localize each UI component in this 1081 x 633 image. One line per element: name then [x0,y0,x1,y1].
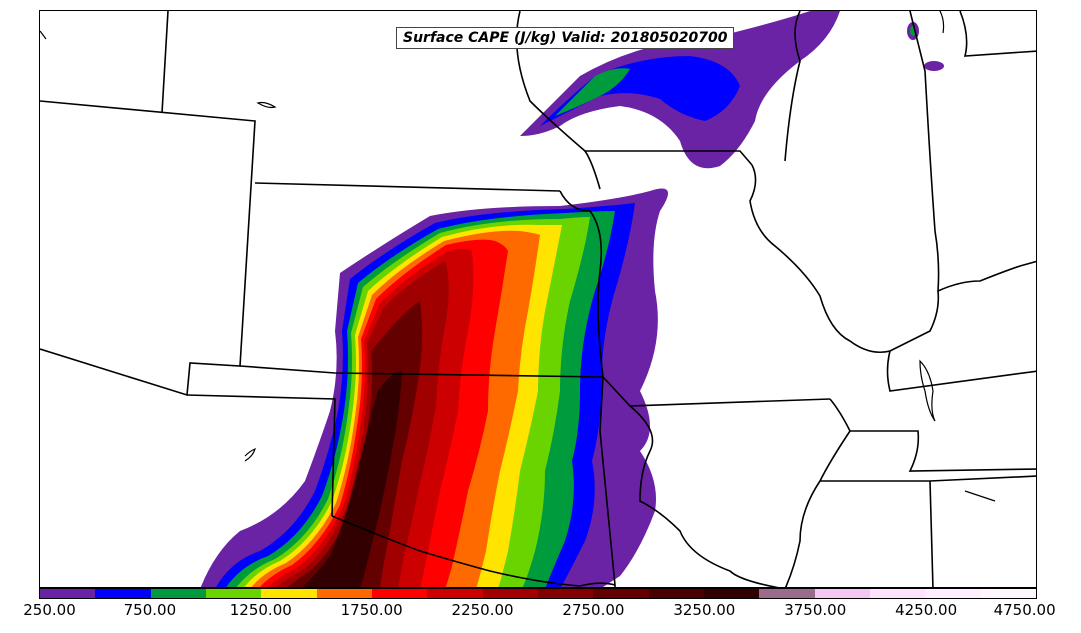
colorbar-tick-label: 3750.00 [784,601,847,619]
colorbar-tick-label: 1250.00 [229,601,292,619]
colorbar-segment [316,589,372,598]
cape-lobe-north-blue [540,56,740,126]
colorbar-segment [150,589,206,598]
colorbar-tick-label: 2750.00 [562,601,625,619]
cape-band-darkest [302,371,402,587]
colorbar-labels: 250.00 750.00 1250.00 1750.00 2250.00 2750.00… [0,601,1081,625]
map-title: Surface CAPE (J/kg) Valid: 201805020700 [396,27,735,49]
colorbar-segment [869,589,926,598]
colorbar [39,588,1037,599]
colorbar-segment [95,589,151,598]
colorbar-segment [40,589,96,598]
cape-band-deep-maroon [287,301,423,587]
colorbar-segment [814,589,870,598]
coastlines [40,11,996,502]
cape-map [40,11,1036,587]
colorbar-segment [371,589,428,598]
colorbar-segment [593,589,649,598]
colorbar-tick-label: 750.00 [123,601,177,619]
colorbar-tick-label: 4250.00 [895,601,958,619]
colorbar-segment [537,589,594,598]
colorbar-tick-label: 250.00 [23,601,76,619]
map-panel: Surface CAPE (J/kg) Valid: 201805020700 [39,10,1037,588]
colorbar-tick-label: 1750.00 [340,601,403,619]
colorbar-segment [703,589,760,598]
colorbar-segment [759,589,815,598]
colorbar-segment [648,589,704,598]
colorbar-tick-label: 2250.00 [451,601,514,619]
colorbar-segment [482,589,538,598]
state-boundaries [40,11,1036,587]
colorbar-segment [925,589,981,598]
cape-spot-purple [924,61,944,71]
colorbar-tick-label: 3250.00 [673,601,736,619]
colorbar-segment [205,589,262,598]
cape-lobe-north-green [555,68,630,116]
colorbar-segment [261,589,317,598]
colorbar-segment [427,589,483,598]
colorbar-tick-label: 4750.00 [993,601,1056,619]
colorbar-segment [980,589,1036,598]
